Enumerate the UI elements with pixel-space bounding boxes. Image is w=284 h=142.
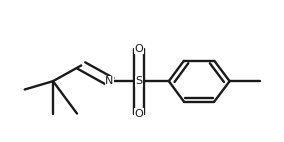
Text: O: O xyxy=(135,108,143,119)
Text: O: O xyxy=(135,44,143,54)
Text: N: N xyxy=(105,76,114,86)
Text: S: S xyxy=(136,76,143,86)
